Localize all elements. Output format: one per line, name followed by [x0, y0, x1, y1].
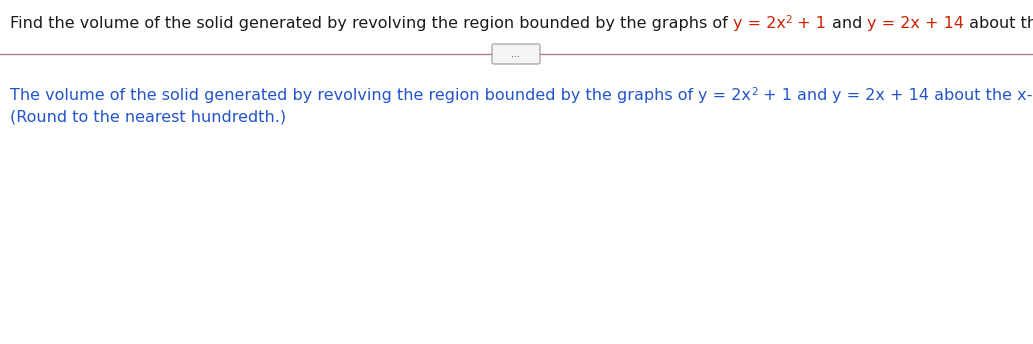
Text: 2: 2 [751, 87, 758, 97]
Text: + 1: + 1 [758, 88, 796, 103]
Text: and: and [796, 88, 833, 103]
Text: about the x-axis.: about the x-axis. [964, 16, 1033, 31]
Text: Find the volume of the solid generated by revolving the region bounded by the gr: Find the volume of the solid generated b… [10, 16, 732, 31]
Text: The volume of the solid generated by revolving the region bounded by the graphs : The volume of the solid generated by rev… [10, 88, 698, 103]
Text: ...: ... [511, 49, 521, 59]
Text: y = 2x + 14: y = 2x + 14 [867, 16, 964, 31]
Text: 2: 2 [786, 15, 792, 25]
Text: about the x-axis is: about the x-axis is [930, 88, 1033, 103]
Text: and: and [832, 16, 867, 31]
Text: (Round to the nearest hundredth.): (Round to the nearest hundredth.) [10, 110, 286, 125]
Text: + 1: + 1 [792, 16, 832, 31]
Text: y = 2x: y = 2x [732, 16, 786, 31]
FancyBboxPatch shape [492, 44, 540, 64]
Text: y = 2x: y = 2x [698, 88, 751, 103]
Text: y = 2x + 14: y = 2x + 14 [833, 88, 930, 103]
